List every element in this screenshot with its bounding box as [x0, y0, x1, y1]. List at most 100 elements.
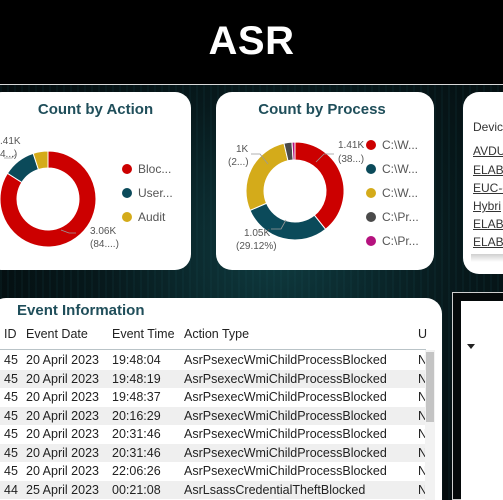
- slicer-item[interactable]: AVDU: [473, 144, 503, 158]
- slicer-item[interactable]: EUC-c: [473, 181, 503, 195]
- cell-id: 45: [4, 353, 18, 367]
- event-information-card[interactable]: Event Information ID Event Date Event Ti…: [0, 298, 442, 500]
- table-row[interactable]: 45 20 April 2023 19:48:19 AsrPsexecWmiCh…: [0, 369, 428, 388]
- legend-label: C:\W...: [382, 162, 418, 176]
- label-leader-line: [315, 153, 334, 163]
- column-header-action-type[interactable]: Action Type: [184, 327, 250, 341]
- cell-id: 45: [4, 464, 18, 478]
- donut-slice[interactable]: [291, 141, 296, 161]
- cell-event-time: 19:48:37: [112, 390, 161, 404]
- count-by-process-card[interactable]: Count by Process 1K (2...) 1.41K (38...)…: [216, 92, 434, 270]
- device-slicer-card[interactable]: Devic AVDU ELAB- EUC-c Hybri ELAB- ELAB-: [463, 92, 503, 274]
- cell-u: N: [418, 482, 428, 497]
- cell-u: N: [418, 353, 428, 367]
- count-by-action-donut[interactable]: [0, 92, 191, 270]
- table-row[interactable]: 45 20 April 2023 19:48:37 AsrPsexecWmiCh…: [0, 388, 428, 407]
- process-label-pct: (2...): [228, 157, 249, 168]
- legend-dot: [366, 140, 376, 150]
- cell-id: 45: [4, 427, 18, 441]
- legend-item[interactable]: Bloc...: [122, 162, 171, 176]
- chevron-down-icon[interactable]: [467, 344, 477, 350]
- action-label-value: 3.06K: [90, 226, 117, 237]
- legend-item[interactable]: C:\W...: [366, 138, 418, 152]
- slicer-item[interactable]: ELAB-: [473, 235, 503, 249]
- cell-event-date: 20 April 2023: [26, 390, 99, 404]
- cell-u: N: [418, 464, 428, 478]
- slicer-item[interactable]: Hybri: [473, 199, 502, 213]
- donut-slice[interactable]: [245, 142, 289, 212]
- table-row[interactable]: 45 20 April 2023 20:31:46 AsrPsexecWmiCh…: [0, 425, 428, 444]
- table-row[interactable]: 45 20 April 2023 20:31:46 AsrPsexecWmiCh…: [0, 443, 428, 462]
- legend-dot: [366, 212, 376, 222]
- cell-event-time: 19:48:04: [112, 353, 161, 367]
- donut-slice[interactable]: [294, 141, 345, 230]
- legend-dot: [366, 164, 376, 174]
- action-label-pct: 4...): [0, 149, 18, 160]
- column-header-event-time[interactable]: Event Time: [112, 327, 175, 341]
- report-title: ASR: [208, 18, 295, 63]
- count-by-process-donut[interactable]: [216, 92, 434, 270]
- filter-panel[interactable]: [461, 301, 503, 500]
- legend-label: C:\Pr...: [382, 210, 419, 224]
- table-row[interactable]: 45 20 April 2023 19:48:04 AsrPsexecWmiCh…: [0, 351, 428, 370]
- action-label-value: .41K: [0, 136, 21, 147]
- legend-item[interactable]: C:\Pr...: [366, 234, 419, 248]
- legend-label: C:\W...: [382, 138, 418, 152]
- cell-event-date: 20 April 2023: [26, 445, 99, 460]
- cell-event-time: 19:48:19: [112, 371, 161, 386]
- cell-event-date: 20 April 2023: [26, 408, 99, 423]
- legend-label: C:\W...: [382, 186, 418, 200]
- legend-label: Bloc...: [138, 162, 172, 176]
- process-label-value: 1.41K: [338, 140, 365, 151]
- cell-event-time: 20:31:46: [112, 445, 161, 460]
- cell-event-time: 22:06:26: [112, 464, 161, 478]
- action-label-pct: (84....): [90, 239, 119, 250]
- cell-id: 45: [4, 445, 18, 460]
- cell-event-date: 20 April 2023: [26, 353, 99, 367]
- slicer-item[interactable]: ELAB-: [473, 163, 503, 177]
- legend-label: C:\Pr...: [382, 234, 419, 248]
- cell-event-date: 20 April 2023: [26, 427, 99, 441]
- cell-u: N: [418, 408, 428, 423]
- table-row[interactable]: 44 25 April 2023 00:21:08 AsrLsassCreden…: [0, 480, 428, 499]
- cell-action-type: AsrPsexecWmiChildProcessBlocked: [184, 427, 387, 441]
- process-label-value: 1K: [236, 144, 249, 155]
- cell-u: N: [418, 371, 428, 386]
- header-divider: [0, 349, 426, 350]
- legend-item[interactable]: User...: [122, 186, 173, 200]
- table-scrollbar[interactable]: [425, 350, 435, 500]
- cell-event-time: 00:21:08: [112, 482, 161, 497]
- cell-event-time: 20:16:29: [112, 408, 161, 423]
- column-header-u[interactable]: U: [418, 327, 428, 341]
- column-header-id[interactable]: ID: [4, 327, 17, 341]
- donut-slice[interactable]: [0, 150, 97, 248]
- cell-u: N: [418, 427, 428, 441]
- legend-item[interactable]: C:\Pr...: [366, 210, 419, 224]
- table-row[interactable]: 45 20 April 2023 22:06:26 AsrPsexecWmiCh…: [0, 462, 428, 481]
- table-row[interactable]: 45 20 April 2023 20:16:29 AsrPsexecWmiCh…: [0, 406, 428, 425]
- cell-u: N: [418, 390, 428, 404]
- legend-label: Audit: [138, 210, 166, 224]
- cell-event-date: 20 April 2023: [26, 464, 99, 478]
- cell-event-date: 25 April 2023: [26, 482, 99, 497]
- legend-item[interactable]: C:\W...: [366, 186, 418, 200]
- cell-action-type: AsrLsassCredentialTheftBlocked: [184, 482, 366, 497]
- cell-action-type: AsrPsexecWmiChildProcessBlocked: [184, 464, 387, 478]
- cell-u: N: [418, 445, 428, 460]
- cell-event-date: 20 April 2023: [26, 371, 99, 386]
- donut-slice[interactable]: [32, 150, 49, 171]
- legend-item[interactable]: C:\W...: [366, 162, 418, 176]
- legend-dot: [122, 188, 132, 198]
- legend-dot: [122, 212, 132, 222]
- legend-item[interactable]: Audit: [122, 210, 165, 224]
- label-leader-line: [271, 219, 287, 230]
- slicer-item[interactable]: ELAB-: [473, 217, 503, 231]
- column-header-event-date[interactable]: Event Date: [26, 327, 88, 341]
- event-table-title: Event Information: [17, 302, 145, 319]
- count-by-action-card[interactable]: Count by Action .41K 4...) 3.06K (84....…: [0, 92, 191, 270]
- label-leader-line: [4, 153, 17, 159]
- cell-action-type: AsrPsexecWmiChildProcessBlocked: [184, 353, 387, 367]
- legend-dot: [122, 164, 132, 174]
- cell-id: 44: [4, 482, 18, 497]
- table-scrollbar-thumb[interactable]: [426, 352, 434, 422]
